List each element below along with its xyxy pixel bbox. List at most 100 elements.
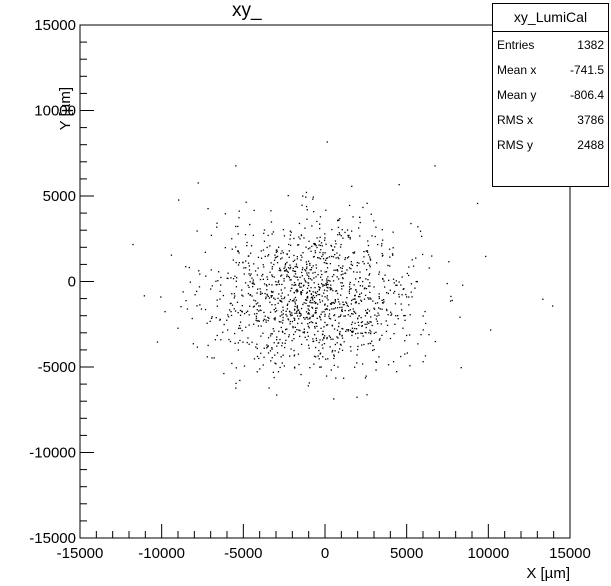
data-point: [352, 313, 354, 315]
data-point: [357, 348, 359, 351]
data-point: [296, 276, 299, 278]
data-point: [293, 270, 295, 272]
stats-box: xy_LumiCal Entries 1382 Mean x -741.5 Me…: [492, 3, 609, 187]
data-point: [264, 292, 266, 295]
data-point: [281, 330, 284, 332]
data-point: [211, 316, 213, 318]
data-point: [354, 295, 356, 297]
data-point: [279, 269, 282, 271]
data-point: [290, 279, 292, 281]
data-point: [287, 271, 289, 273]
data-point: [394, 323, 396, 325]
data-point: [238, 217, 240, 219]
data-point: [177, 327, 179, 329]
data-point: [359, 296, 361, 298]
data-point: [326, 308, 328, 310]
x-tick-label: -10000: [138, 545, 185, 562]
data-point: [270, 333, 272, 335]
stats-label: RMS x: [497, 112, 533, 127]
data-point: [323, 343, 326, 345]
data-point: [369, 285, 371, 287]
data-point: [239, 309, 242, 312]
data-point: [280, 326, 282, 329]
data-point: [315, 307, 317, 309]
data-point: [391, 253, 394, 255]
data-point: [245, 260, 247, 262]
data-point: [287, 195, 289, 197]
data-point: [267, 234, 269, 237]
data-point: [311, 296, 313, 298]
data-point: [260, 352, 262, 354]
data-point: [270, 290, 273, 292]
data-point: [326, 336, 328, 339]
data-point: [204, 251, 206, 253]
data-point: [315, 346, 317, 349]
data-point: [243, 365, 246, 367]
data-point: [329, 263, 331, 265]
data-point: [323, 326, 325, 328]
data-point: [401, 294, 403, 296]
data-point: [256, 347, 258, 350]
data-point: [332, 301, 334, 304]
data-point: [306, 291, 308, 293]
data-point: [392, 278, 395, 280]
data-point: [285, 263, 287, 265]
data-point: [363, 298, 366, 300]
data-point: [386, 309, 388, 312]
data-point: [381, 252, 383, 255]
data-point: [305, 246, 307, 248]
data-point: [305, 191, 308, 194]
data-point: [412, 265, 415, 267]
data-point: [273, 297, 275, 299]
data-point: [338, 219, 340, 221]
data-point: [347, 257, 349, 259]
data-point: [285, 328, 287, 331]
data-point: [309, 367, 311, 369]
data-point: [262, 278, 264, 280]
data-point: [368, 310, 371, 312]
data-point: [383, 280, 385, 282]
data-point: [354, 302, 357, 304]
data-point: [234, 310, 237, 312]
data-point: [303, 302, 305, 304]
data-point: [292, 270, 294, 272]
data-point: [400, 284, 402, 286]
data-point: [336, 252, 338, 254]
data-point: [267, 255, 269, 257]
data-point: [490, 329, 492, 331]
stats-row-rms-y: RMS y 2488: [493, 132, 608, 157]
data-point: [312, 272, 314, 274]
data-point: [305, 311, 308, 313]
data-point: [266, 347, 268, 349]
data-point: [356, 265, 358, 267]
data-point: [192, 343, 194, 345]
data-point: [301, 275, 303, 277]
data-point: [389, 337, 392, 340]
data-point: [373, 348, 375, 351]
data-point: [239, 314, 242, 316]
data-point: [281, 342, 284, 344]
data-point: [235, 280, 237, 282]
data-point: [326, 267, 329, 269]
data-point: [313, 282, 315, 284]
data-point: [303, 332, 305, 334]
data-point: [409, 365, 411, 367]
data-point: [383, 301, 385, 303]
tick-labels: -15000 -10000 -5000 0 5000 10000 15000 -15000 -1…: [29, 17, 591, 562]
data-point: [338, 325, 340, 328]
data-point: [229, 309, 231, 311]
data-point: [269, 311, 272, 313]
data-point: [422, 361, 424, 363]
data-point: [266, 293, 268, 295]
data-point: [274, 311, 276, 313]
data-point: [393, 292, 395, 294]
data-point: [285, 339, 287, 341]
data-point: [365, 309, 367, 312]
data-point: [294, 331, 296, 333]
data-point: [296, 288, 298, 291]
data-point: [309, 264, 311, 266]
data-point: [262, 264, 264, 266]
data-point: [258, 310, 260, 312]
data-point: [230, 277, 232, 279]
data-point: [356, 354, 358, 356]
